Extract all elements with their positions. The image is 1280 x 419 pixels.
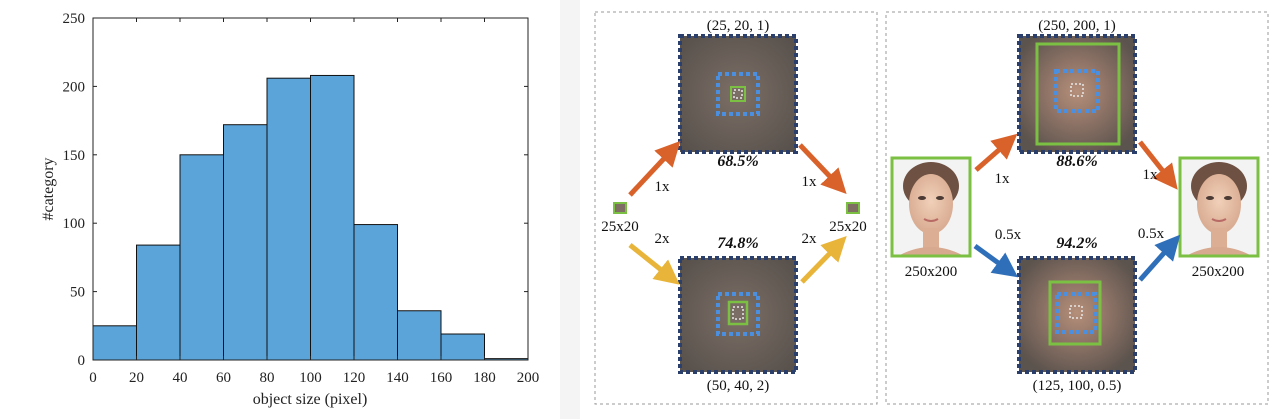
x-tick-label: 100: [299, 370, 322, 386]
histogram-bar: [223, 124, 268, 361]
x-tick-label: 160: [430, 370, 453, 386]
histogram-bar: [353, 224, 398, 361]
right-panel-border: [885, 11, 1269, 405]
right-down-in-scale: 0.5x: [995, 227, 1022, 243]
left-up-out-scale: 1x: [802, 174, 818, 190]
x-axis-label: object size (pixel): [253, 391, 368, 408]
arrow-orange-down-out-left: [798, 143, 847, 195]
right-up-in-scale: 1x: [995, 171, 1011, 187]
histogram-bar: [266, 77, 311, 361]
left-top-score: 68.5%: [717, 153, 758, 170]
x-tick-label: 60: [216, 370, 231, 386]
arrow-orange-up-in-left: [628, 140, 681, 197]
x-axis-ticks: 0 20 40 60 80 100 120 140 160 180 200: [89, 18, 539, 386]
arrow-orange-down-out-right: [1138, 140, 1178, 190]
histogram-bars: [92, 74, 529, 361]
left-bottom-patch: [678, 256, 798, 374]
left-input-label: 25x20: [601, 219, 639, 235]
x-tick-label: 0: [89, 370, 97, 386]
right-input-face-image: [890, 156, 972, 258]
arrow-blue-up-out-right: [1138, 234, 1181, 282]
histogram-chart: 0 20 40 60 80 100 120 140 160 180 200 0 50 100 150 200…: [40, 11, 539, 408]
x-tick-label: 140: [386, 370, 409, 386]
x-tick-label: 180: [473, 370, 496, 386]
left-down-in-scale: 2x: [655, 231, 671, 247]
arrow-blue-down-in-right: [973, 243, 1019, 278]
right-bottom-coord: (125, 100, 0.5): [1033, 378, 1122, 394]
right-up-out-scale: 1x: [1143, 167, 1159, 183]
left-up-in-scale: 1x: [655, 179, 671, 195]
histogram-bar: [310, 74, 355, 361]
arrow-yellow-up-out-left: [800, 236, 847, 284]
x-tick-label: 80: [260, 370, 275, 386]
left-bottom-coord: (50, 40, 2): [707, 378, 770, 394]
left-bottom-score: 74.8%: [717, 235, 758, 252]
y-tick-label: 100: [63, 216, 86, 232]
arrow-orange-up-in-right: [974, 133, 1018, 172]
arrow-yellow-down-in-left: [628, 243, 680, 285]
y-tick-label: 50: [70, 285, 85, 301]
x-tick-label: 200: [517, 370, 540, 386]
right-output-face-image: [1178, 156, 1260, 258]
left-top-coord: (25, 20, 1): [707, 18, 770, 34]
histogram-bar: [136, 244, 181, 361]
right-top-coord: (250, 200, 1): [1038, 18, 1116, 34]
x-tick-label: 40: [173, 370, 188, 386]
left-down-out-scale: 2x: [802, 231, 818, 247]
panel-separator: [560, 0, 580, 419]
y-tick-label: 150: [63, 148, 86, 164]
scale-diagram: (25, 20, 1) 68.5% 74.8% (50, 40, 2) 25x2…: [594, 11, 1269, 405]
histogram-bar: [92, 325, 137, 361]
histogram-bar: [397, 310, 442, 361]
x-tick-label: 20: [129, 370, 144, 386]
y-axis-ticks: 0 50 100 150 200 250: [63, 11, 528, 369]
left-panel-border: [594, 11, 878, 405]
left-top-patch: [678, 34, 798, 154]
left-output-patch: [846, 202, 860, 214]
right-bottom-score: 94.2%: [1056, 235, 1097, 252]
right-down-out-scale: 0.5x: [1138, 226, 1165, 242]
y-axis-label: #category: [40, 157, 57, 220]
histogram-bar: [179, 154, 224, 361]
left-input-patch: [613, 202, 627, 214]
right-output-label: 250x200: [1192, 264, 1245, 280]
y-tick-label: 250: [63, 11, 86, 27]
y-tick-label: 0: [78, 353, 86, 369]
histogram-bar: [440, 333, 485, 361]
left-output-label: 25x20: [829, 219, 867, 235]
right-input-label: 250x200: [905, 264, 958, 280]
right-top-patch: [1017, 34, 1137, 154]
x-tick-label: 120: [343, 370, 366, 386]
right-top-score: 88.6%: [1056, 153, 1097, 170]
y-tick-label: 200: [63, 79, 86, 95]
right-bottom-patch: [1017, 256, 1137, 374]
